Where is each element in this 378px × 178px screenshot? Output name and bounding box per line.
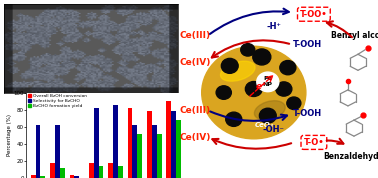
Bar	[137, 134, 142, 178]
Bar	[166, 101, 171, 178]
Bar	[147, 111, 152, 178]
Circle shape	[226, 112, 242, 126]
Text: Benzaldehyde: Benzaldehyde	[324, 152, 378, 161]
Text: T-OOH: T-OOH	[293, 109, 322, 118]
Ellipse shape	[220, 61, 255, 81]
Text: T-O•: T-O•	[304, 138, 324, 147]
Bar	[36, 125, 40, 178]
Ellipse shape	[254, 101, 285, 120]
Circle shape	[287, 97, 301, 109]
Bar	[31, 175, 36, 178]
Circle shape	[202, 46, 306, 139]
Text: -OH⁻: -OH⁻	[263, 125, 285, 134]
Bar	[118, 166, 123, 178]
Bar	[40, 176, 45, 178]
Circle shape	[216, 86, 231, 99]
Bar	[74, 176, 79, 178]
Text: CeO₂: CeO₂	[254, 122, 273, 128]
Bar	[132, 125, 137, 178]
Bar	[171, 111, 176, 178]
Text: e⁻: e⁻	[256, 82, 266, 91]
Circle shape	[276, 82, 292, 96]
Bar	[108, 163, 113, 178]
Bar	[99, 166, 104, 178]
Bar	[128, 108, 132, 178]
Text: T-OOH: T-OOH	[293, 40, 322, 49]
Circle shape	[245, 82, 262, 96]
Bar	[60, 168, 65, 178]
Circle shape	[253, 49, 271, 65]
Circle shape	[280, 61, 296, 75]
Text: Ce(III): Ce(III)	[179, 106, 210, 115]
Circle shape	[259, 108, 276, 123]
Bar	[55, 125, 60, 178]
Text: Ce(III): Ce(III)	[179, 31, 210, 40]
Bar	[89, 163, 94, 178]
Bar	[94, 108, 99, 178]
Circle shape	[257, 72, 279, 92]
Bar	[113, 105, 118, 178]
Text: T-OO•: T-OO•	[300, 10, 328, 19]
Text: Ce(IV): Ce(IV)	[179, 133, 211, 142]
Bar	[50, 163, 55, 178]
Bar	[152, 125, 156, 178]
Text: Pd
NP: Pd NP	[263, 77, 273, 87]
Bar	[70, 175, 74, 178]
Legend: Overall BzOH conversion, Selectivity for BzCHO, BzCHO formation yield: Overall BzOH conversion, Selectivity for…	[27, 93, 87, 109]
Bar	[156, 134, 161, 178]
Y-axis label: Percentage (%): Percentage (%)	[7, 114, 12, 156]
Circle shape	[222, 58, 238, 73]
Text: Ce(IV): Ce(IV)	[179, 58, 211, 67]
Text: -H⁺: -H⁺	[266, 22, 281, 31]
Text: Benzyl alcohol: Benzyl alcohol	[331, 31, 378, 40]
Bar	[176, 120, 181, 178]
Circle shape	[241, 44, 255, 56]
